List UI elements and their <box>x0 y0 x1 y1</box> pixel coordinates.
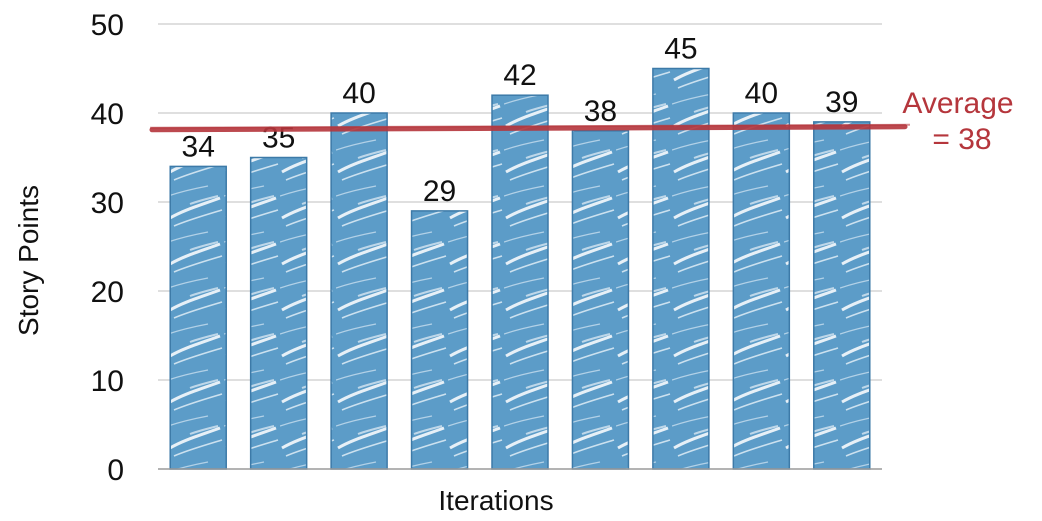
bars <box>169 67 871 470</box>
bar <box>169 165 227 470</box>
bar-value-label: 40 <box>745 77 778 110</box>
y-tick-label: 30 <box>91 187 124 220</box>
average-line-group: Average = 38 <box>149 87 1014 156</box>
bar <box>571 130 630 470</box>
y-tick-label: 40 <box>91 98 124 131</box>
x-axis-title: Iterations <box>438 485 553 516</box>
bar <box>491 94 549 470</box>
y-tick-label: 20 <box>91 276 124 309</box>
y-tick-label: 10 <box>91 365 124 398</box>
average-label-line2: = 38 <box>932 123 991 156</box>
bar <box>249 156 308 470</box>
bar-value-label: 45 <box>664 33 697 66</box>
y-axis-title: Story Points <box>13 185 44 336</box>
average-line-texture <box>149 123 911 129</box>
bar-value-label: 39 <box>825 86 858 119</box>
bar-value-label: 29 <box>423 175 456 208</box>
average-label-line1: Average <box>902 87 1013 120</box>
bar <box>813 121 871 470</box>
bar-value-label: 42 <box>503 59 536 92</box>
bar <box>410 210 469 470</box>
y-tick-label: 0 <box>107 454 124 487</box>
bar-value-label: 40 <box>342 77 375 110</box>
y-tick-label: 50 <box>91 9 124 42</box>
bar <box>732 112 791 470</box>
bar <box>652 67 710 470</box>
bar-value-label: 38 <box>584 95 617 128</box>
bar <box>330 112 388 470</box>
average-line <box>149 124 908 133</box>
y-axis-ticks: 0 10 20 30 40 50 <box>91 9 124 487</box>
bar-value-label: 34 <box>182 130 215 163</box>
